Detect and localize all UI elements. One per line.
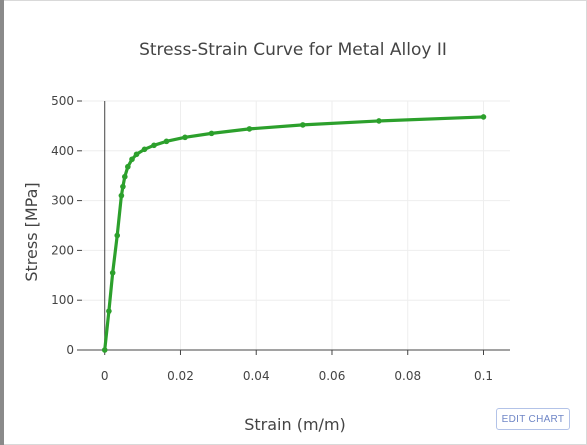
data-point-0-1	[106, 308, 112, 314]
data-series	[101, 114, 487, 353]
x-tick-label-5: 0.1	[474, 369, 493, 383]
y-tick-label-0: 0	[66, 343, 74, 357]
data-point-0-2	[109, 270, 116, 276]
axes	[82, 101, 510, 351]
y-tick-label-1: 100	[51, 293, 74, 307]
y-tick-label-2: 200	[51, 243, 74, 257]
data-point-0-11	[151, 142, 157, 149]
data-point-0-9	[133, 151, 140, 158]
y-tick-label-4: 400	[51, 144, 74, 158]
y-tick-label-5: 500	[51, 94, 74, 108]
x-tick-label-2: 0.04	[243, 369, 270, 383]
data-point-0-14	[208, 130, 215, 137]
grid-lines	[82, 100, 510, 350]
data-point-0-3	[114, 232, 121, 239]
data-point-0-12	[163, 138, 170, 145]
data-point-0-7	[125, 163, 131, 170]
y-axis-label: Stress [MPa]	[22, 182, 41, 281]
x-axis-ticks: 0 0.02 0.04 0.06 0.08 0.1	[101, 350, 493, 383]
data-point-0-0	[101, 347, 108, 353]
y-axis-ticks: 0 100 200 300 400 500	[51, 94, 82, 357]
x-tick-label-3: 0.06	[319, 369, 346, 383]
y-tick-label-3: 300	[51, 194, 74, 208]
data-point-0-5	[120, 183, 126, 190]
data-point-0-16	[300, 122, 306, 128]
data-point-0-4	[118, 192, 125, 199]
x-tick-label-4: 0.08	[394, 369, 421, 383]
data-point-0-6	[122, 173, 128, 180]
x-tick-label-0: 0	[101, 369, 109, 383]
data-point-0-15	[246, 126, 253, 132]
chart-title: Stress-Strain Curve for Metal Alloy II	[139, 40, 447, 60]
x-tick-label-1: 0.02	[167, 369, 194, 383]
data-point-0-13	[182, 134, 188, 141]
data-point-0-10	[141, 146, 148, 153]
series-line-0	[103, 115, 486, 352]
frame-left-edge	[0, 0, 4, 445]
data-point-0-18	[480, 114, 487, 120]
data-point-0-17	[376, 118, 382, 124]
edit-chart-button[interactable]: EDIT CHART	[496, 408, 570, 430]
data-point-0-8	[129, 156, 135, 163]
x-axis-label: Strain (m/m)	[244, 415, 346, 434]
